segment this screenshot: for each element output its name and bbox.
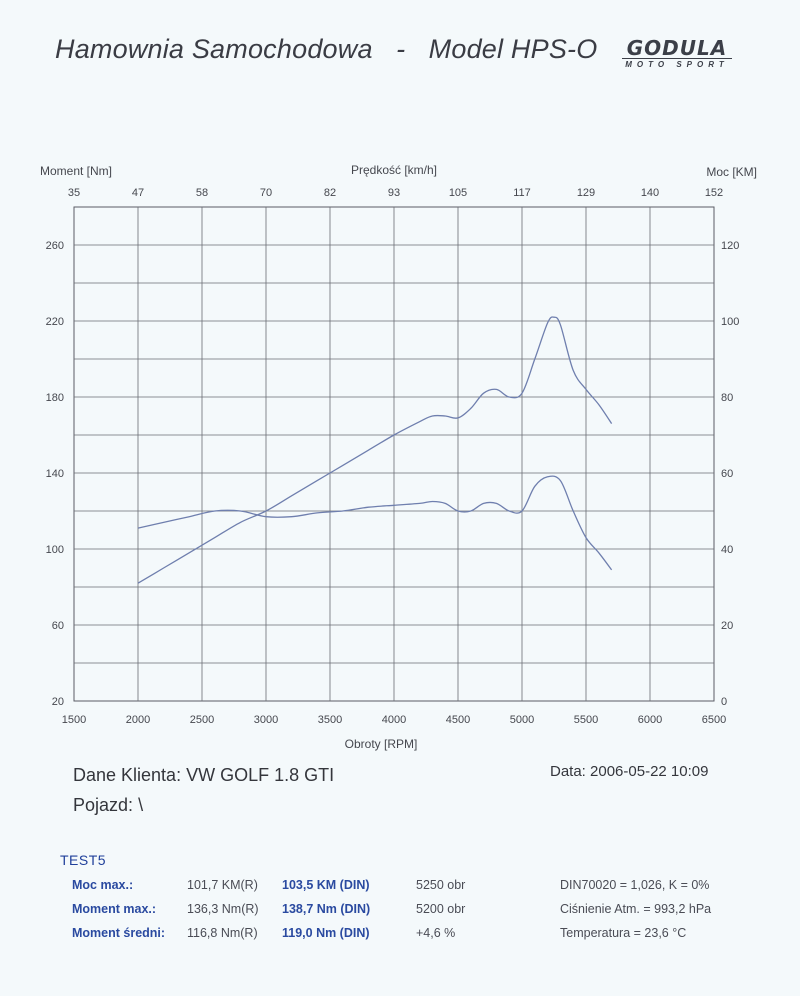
y-left-tick-label: 260	[46, 240, 64, 252]
speed-tick-label: 58	[196, 187, 208, 199]
top-axis-title: Prędkość [km/h]	[351, 163, 437, 177]
torque-curve	[137, 475, 613, 571]
y-right-tick-label: 80	[721, 392, 733, 404]
y-right-tick-label: 100	[721, 316, 739, 328]
title-separator: -	[396, 34, 406, 64]
result-r-value: 116,8 Nm(R)	[187, 926, 258, 940]
client-info: Dane Klienta: VW GOLF 1.8 GTI Pojazd: \	[73, 760, 334, 820]
y-left-tick-label: 220	[46, 316, 64, 328]
logo-sub-text: MOTO SPORT	[625, 60, 729, 69]
x-tick-label: 5500	[574, 714, 598, 726]
x-tick-label: 6500	[702, 714, 726, 726]
vehicle-value: \	[138, 795, 144, 815]
y-left-tick-label: 100	[46, 544, 64, 556]
result-extra: 5200 obr	[416, 902, 466, 916]
y-right-tick-label: 20	[721, 620, 733, 632]
speed-tick-label: 93	[388, 187, 400, 199]
x-tick-label: 5000	[510, 714, 534, 726]
y-right-axis-title: Moc [KM]	[706, 165, 757, 179]
client-value: VW GOLF 1.8 GTI	[186, 765, 335, 785]
client-label: Dane Klienta:	[73, 765, 182, 785]
client-line: Dane Klienta: VW GOLF 1.8 GTI	[73, 760, 334, 790]
x-tick-label: 4000	[382, 714, 406, 726]
x-tick-label: 3000	[254, 714, 278, 726]
result-din-value: 138,7 Nm (DIN)	[282, 902, 371, 916]
y-left-tick-label: 20	[52, 696, 64, 708]
result-din-value: 119,0 Nm (DIN)	[282, 926, 370, 940]
logo: GODULA MOTO SPORT	[618, 38, 736, 74]
x-tick-label: 1500	[62, 714, 86, 726]
x-tick-label: 4500	[446, 714, 470, 726]
y-right-tick-label: 0	[721, 696, 727, 708]
page-title: Hamownia Samochodowa - Model HPS-O	[55, 34, 597, 65]
y-left-tick-label: 140	[46, 468, 64, 480]
logo-main-text: GODULA	[626, 36, 728, 60]
speed-tick-label: 105	[449, 187, 467, 199]
y-right-tick-label: 60	[721, 468, 733, 480]
result-r-value: 136,3 Nm(R)	[187, 902, 259, 916]
y-right-tick-label: 120	[721, 240, 739, 252]
x-tick-label: 6000	[638, 714, 662, 726]
logo-underline	[622, 58, 732, 59]
result-extra: +4,6 %	[416, 926, 456, 940]
x-tick-label: 2000	[126, 714, 150, 726]
y-right-tick-label: 40	[721, 544, 733, 556]
result-r-value: 101,7 KM(R)	[187, 878, 258, 892]
vehicle-line: Pojazd: \	[73, 790, 334, 820]
test-name: TEST5	[60, 852, 107, 868]
title-left: Hamownia Samochodowa	[55, 34, 373, 64]
speed-tick-label: 129	[577, 187, 595, 199]
speed-tick-label: 117	[513, 187, 531, 199]
y-left-axis-title: Moment [Nm]	[40, 164, 112, 178]
test-date: Data: 2006-05-22 10:09	[550, 763, 709, 780]
speed-tick-label: 35	[68, 187, 80, 199]
speed-tick-label: 140	[641, 187, 659, 199]
title-right: Model HPS-O	[428, 34, 598, 64]
result-extra: 5250 obr	[416, 878, 466, 892]
dyno-chart: 1500 2000 2500 3000 3500 4000 4500 5000 5500 6000…	[40, 163, 757, 751]
env-pressure: Ciśnienie Atm. = 993,2 hPa	[560, 902, 712, 916]
env-din-factor: DIN70020 = 1,026, K = 0%	[560, 878, 710, 892]
result-label: Moment średni:	[72, 926, 166, 940]
result-din-value: 103,5 KM (DIN)	[282, 878, 370, 892]
power-curve	[137, 316, 613, 584]
x-tick-label: 3500	[318, 714, 342, 726]
speed-tick-label: 70	[260, 187, 272, 199]
env-temperature: Temperatura = 23,6 °C	[560, 926, 687, 940]
y-left-tick-label: 180	[46, 392, 64, 404]
vehicle-label: Pojazd:	[73, 795, 134, 815]
speed-tick-label: 82	[324, 187, 336, 199]
speed-tick-label: 152	[705, 187, 723, 199]
speed-tick-label: 47	[132, 187, 144, 199]
result-label: Moment max.:	[72, 902, 157, 916]
x-tick-label: 2500	[190, 714, 214, 726]
y-left-tick-label: 60	[52, 620, 64, 632]
x-axis-title: Obroty [RPM]	[345, 737, 418, 751]
result-label: Moc max.:	[72, 878, 134, 892]
